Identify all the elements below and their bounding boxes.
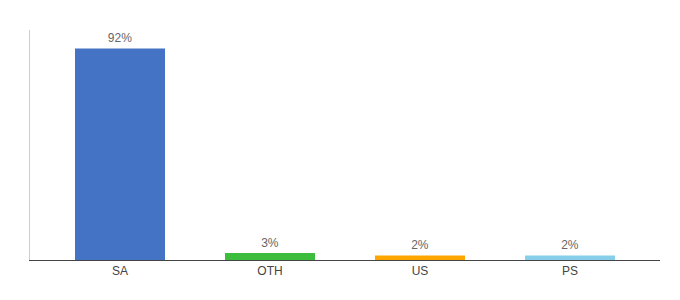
- svg-text:2%: 2%: [411, 238, 429, 252]
- svg-text:US: US: [412, 264, 429, 278]
- svg-text:SA: SA: [112, 264, 128, 278]
- svg-text:PS: PS: [562, 264, 578, 278]
- svg-text:3%: 3%: [261, 236, 279, 250]
- svg-text:OTH: OTH: [257, 264, 282, 278]
- svg-text:92%: 92%: [108, 31, 132, 45]
- svg-text:2%: 2%: [561, 238, 579, 252]
